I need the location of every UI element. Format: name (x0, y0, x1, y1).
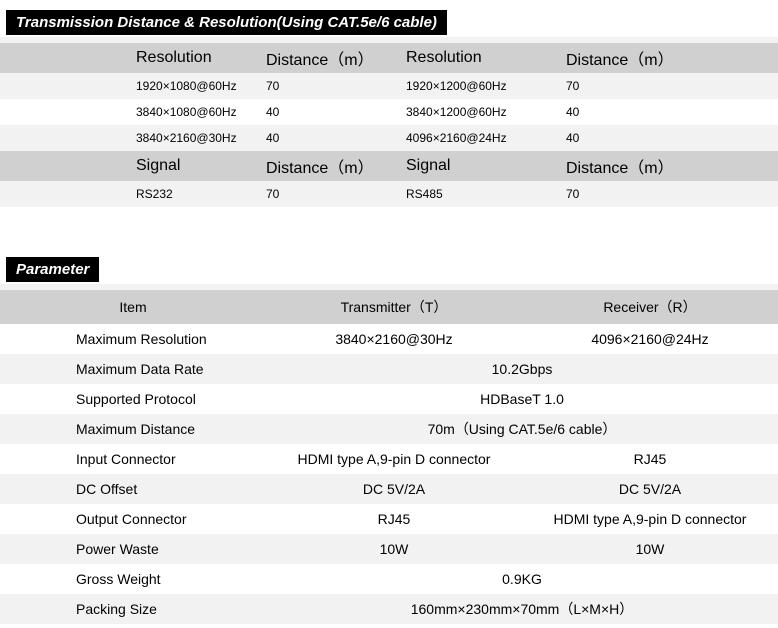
param-rx: HDMI type A,9-pin D connector (522, 511, 778, 527)
param-row: Power Waste10W10W (0, 534, 778, 564)
param-item: Output Connector (0, 511, 266, 527)
cell-sig2: RS485 (406, 187, 566, 201)
cell-res1: 3840×2160@30Hz (16, 131, 266, 145)
cell-res2: 3840×1200@60Hz (406, 105, 566, 119)
hdr-res1: Resolution (16, 49, 266, 67)
param-row: Output ConnectorRJ45HDMI type A,9-pin D … (0, 504, 778, 534)
param-row: Packing Size160mm×230mm×70mm（L×M×H） (0, 594, 778, 624)
signal-row: RS23270RS48570 (0, 181, 778, 207)
param-item: Packing Size (0, 601, 266, 617)
phdr-item: Item (0, 299, 266, 315)
param-row: Input ConnectorHDMI type A,9-pin D conne… (0, 444, 778, 474)
resolution-row: 1920×1080@60Hz701920×1200@60Hz70 (0, 73, 778, 99)
section1-title: Transmission Distance & Resolution(Using… (6, 10, 447, 35)
cell-dist2: 40 (566, 131, 706, 145)
phdr-tx: Transmitter（T） (266, 297, 522, 317)
param-item: Input Connector (0, 451, 266, 467)
cell-res2: 4096×2160@24Hz (406, 131, 566, 145)
param-item: Maximum Resolution (0, 331, 266, 347)
param-row: Maximum Data Rate10.2Gbps (0, 354, 778, 384)
resolution-row: 3840×2160@30Hz404096×2160@24Hz40 (0, 125, 778, 151)
param-rx: 10W (522, 541, 778, 557)
param-rx: DC 5V/2A (522, 481, 778, 497)
cell-dist1: 40 (266, 131, 406, 145)
param-item: Power Waste (0, 541, 266, 557)
cell-dist2: 70 (566, 79, 706, 93)
cell-sigdist1: 70 (266, 187, 406, 201)
param-tx: RJ45 (266, 511, 522, 527)
param-tx: DC 5V/2A (266, 481, 522, 497)
hdr-sig1: Signal (16, 157, 266, 175)
param-item: DC Offset (0, 481, 266, 497)
cell-res1: 3840×1080@60Hz (16, 105, 266, 119)
res-header-row: Resolution Distance（m） Resolution Distan… (0, 43, 778, 73)
hdr-dist2: Distance（m） (566, 46, 706, 70)
param-value-span: 10.2Gbps (266, 361, 778, 377)
param-row: DC OffsetDC 5V/2ADC 5V/2A (0, 474, 778, 504)
cell-sigdist2: 70 (566, 187, 706, 201)
hdr-sigdist2: Distance（m） (566, 154, 706, 178)
cell-sig1: RS232 (16, 187, 266, 201)
param-rx: 4096×2160@24Hz (522, 331, 778, 347)
hdr-dist1: Distance（m） (266, 46, 406, 70)
cell-res1: 1920×1080@60Hz (16, 79, 266, 93)
hdr-res2: Resolution (406, 49, 566, 67)
section2-title: Parameter (6, 257, 99, 282)
param-row: Maximum Resolution3840×2160@30Hz4096×216… (0, 324, 778, 354)
param-row: Gross Weight0.9KG (0, 564, 778, 594)
hdr-sig2: Signal (406, 157, 566, 175)
param-item: Supported Protocol (0, 391, 266, 407)
cell-dist2: 40 (566, 105, 706, 119)
param-value-span: 160mm×230mm×70mm（L×M×H） (266, 599, 778, 619)
param-row: Maximum Distance70m（Using CAT.5e/6 cable… (0, 414, 778, 444)
param-item: Gross Weight (0, 571, 266, 587)
param-row: Supported ProtocolHDBaseT 1.0 (0, 384, 778, 414)
param-value-span: 70m（Using CAT.5e/6 cable） (266, 419, 778, 439)
cell-dist1: 70 (266, 79, 406, 93)
phdr-rx: Receiver（R） (522, 297, 778, 317)
cell-res2: 1920×1200@60Hz (406, 79, 566, 93)
resolution-row: 3840×1080@60Hz403840×1200@60Hz40 (0, 99, 778, 125)
param-tx: HDMI type A,9-pin D connector (266, 451, 522, 467)
param-rx: RJ45 (522, 451, 778, 467)
hdr-sigdist1: Distance（m） (266, 154, 406, 178)
param-item: Maximum Data Rate (0, 361, 266, 377)
param-header-row: Item Transmitter（T） Receiver（R） (0, 290, 778, 324)
param-value-span: HDBaseT 1.0 (266, 391, 778, 407)
param-tx: 3840×2160@30Hz (266, 331, 522, 347)
cell-dist1: 40 (266, 105, 406, 119)
param-value-span: 0.9KG (266, 571, 778, 587)
signal-header-row: Signal Distance（m） Signal Distance（m） (0, 151, 778, 181)
param-item: Maximum Distance (0, 421, 266, 437)
param-tx: 10W (266, 541, 522, 557)
